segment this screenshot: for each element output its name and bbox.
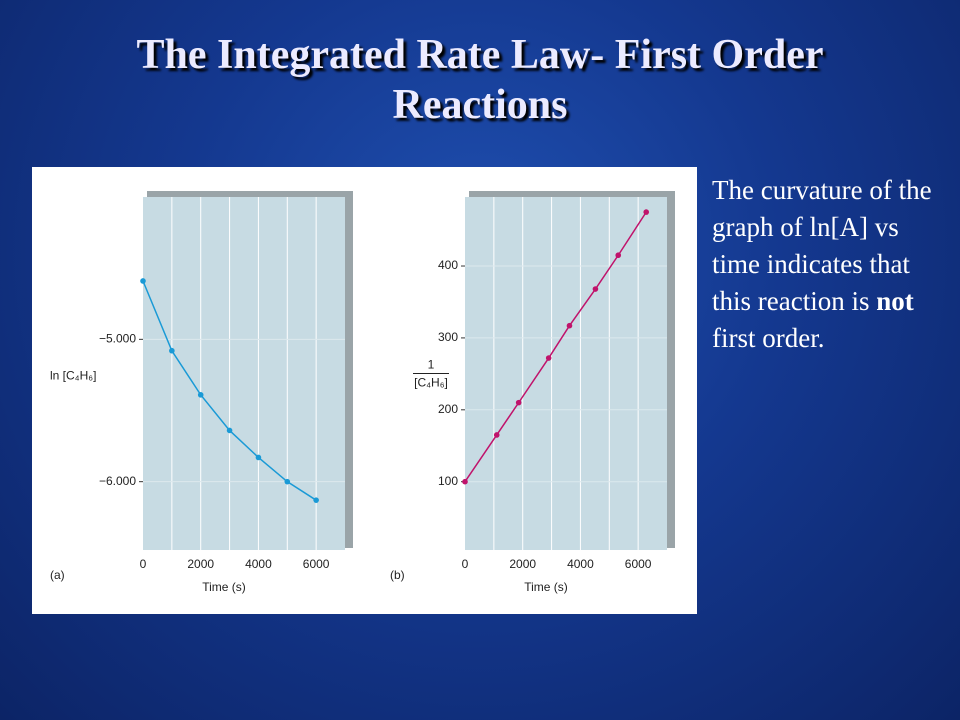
data-point: [197, 392, 204, 398]
data-point: [140, 278, 146, 284]
data-line: [464, 211, 647, 483]
data-point: [255, 454, 262, 461]
x-tick-label: 2000: [187, 557, 214, 571]
plot-area: [465, 197, 667, 550]
y-axis-label: 1: [428, 358, 435, 372]
x-tick-label: 0: [462, 557, 469, 571]
x-tick-label: 6000: [303, 557, 330, 571]
panel-label: (a): [50, 568, 65, 582]
slide-title: The Integrated Rate Law- First Order Rea…: [136, 32, 824, 128]
x-tick-label: 0: [140, 557, 147, 571]
y-tick-label: 100: [438, 474, 458, 488]
x-tick-label: 6000: [625, 557, 652, 571]
data-point: [313, 497, 319, 503]
y-axis-label: [C₄H₆]: [414, 376, 448, 390]
body-text: The curvature of the graph of ln[A] vs t…: [712, 175, 932, 316]
data-point: [545, 355, 552, 361]
x-axis-label: Time (s): [524, 580, 568, 594]
data-point: [515, 399, 522, 406]
x-tick-label: 2000: [509, 557, 536, 571]
x-tick-label: 4000: [245, 557, 272, 571]
y-axis-label: ln [C₄H₆]: [50, 369, 96, 383]
plot-area: [143, 197, 345, 550]
panel-label: (b): [390, 568, 405, 582]
x-tick-label: 4000: [567, 557, 594, 571]
data-point: [643, 209, 650, 215]
body-bold: not: [876, 286, 914, 316]
data-point: [462, 478, 468, 485]
y-tick-label: −5.000: [99, 332, 136, 346]
y-tick-label: 400: [438, 258, 458, 272]
data-point: [169, 347, 175, 354]
slide-body: The curvature of the graph of ln[A] vs t…: [712, 172, 932, 357]
data-point: [226, 427, 233, 434]
y-tick-label: −6.000: [99, 474, 136, 488]
data-point: [592, 286, 599, 292]
data-point: [566, 322, 573, 329]
y-tick-label: 300: [438, 330, 458, 344]
data-point: [493, 432, 500, 438]
body-text: first order.: [712, 323, 825, 353]
x-axis-label: Time (s): [202, 580, 246, 594]
y-tick-label: 200: [438, 402, 458, 416]
data-point: [615, 252, 622, 259]
data-point: [284, 478, 291, 485]
